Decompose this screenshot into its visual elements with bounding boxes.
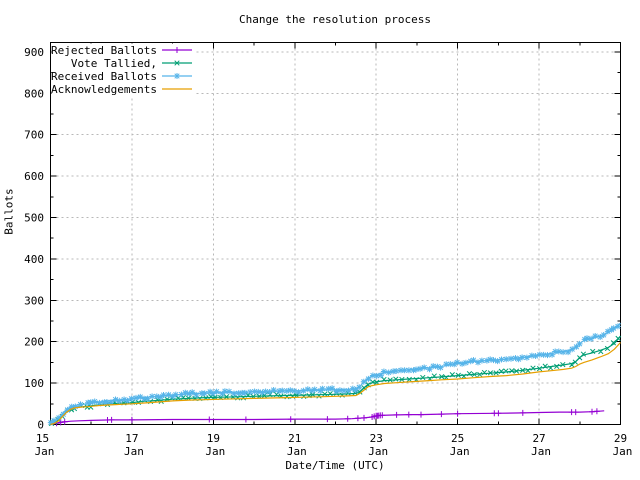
chart-title: Change the resolution process: [238, 13, 432, 26]
svg-text:Jan: Jan: [124, 445, 144, 458]
plot-border: [50, 42, 621, 425]
y-tick-labels: 0 100 200 300 400 500 600 700 800 900: [24, 46, 44, 432]
svg-text:700: 700: [24, 129, 44, 142]
svg-text:900: 900: [24, 46, 44, 59]
legend-item-acknowledgements: Acknowledgements: [51, 83, 192, 96]
svg-text:200: 200: [24, 336, 44, 349]
svg-text:0: 0: [37, 419, 44, 432]
svg-text:19: 19: [207, 432, 220, 445]
svg-text:23: 23: [370, 432, 383, 445]
svg-text:Jan: Jan: [35, 445, 55, 458]
series-rejected-ballots: [50, 408, 605, 427]
series-acknowledgements: [50, 342, 621, 426]
svg-text:17: 17: [125, 432, 138, 445]
legend-item-vote-tallied: Vote Tallied,: [71, 57, 192, 70]
svg-text:Acknowledgements: Acknowledgements: [51, 83, 157, 96]
svg-text:Jan: Jan: [205, 445, 225, 458]
grid-lines: [51, 43, 620, 424]
x-axis-label: Date/Time (UTC): [285, 459, 385, 472]
svg-text:Jan: Jan: [368, 445, 388, 458]
legend-item-rejected-ballots: Rejected Ballots: [51, 44, 192, 57]
svg-text:600: 600: [24, 170, 44, 183]
svg-text:Rejected Ballots: Rejected Ballots: [51, 44, 157, 57]
svg-text:Jan: Jan: [287, 445, 307, 458]
axis-ticks: [50, 42, 621, 425]
legend-item-received-ballots: Received Ballots: [51, 70, 192, 83]
series-received-ballots-markers: [47, 323, 621, 426]
svg-text:25: 25: [451, 432, 464, 445]
y-axis-label: Ballots: [2, 188, 16, 235]
svg-text:100: 100: [24, 377, 44, 390]
svg-text:Jan: Jan: [531, 445, 551, 458]
svg-text:Jan: Jan: [613, 445, 633, 458]
svg-text:Vote Tallied,: Vote Tallied,: [71, 57, 157, 70]
svg-text:27: 27: [532, 432, 545, 445]
series-received-ballots: [47, 322, 621, 426]
svg-text:15: 15: [36, 432, 49, 445]
svg-text:Jan: Jan: [450, 445, 470, 458]
svg-text:300: 300: [24, 294, 44, 307]
svg-text:21: 21: [288, 432, 301, 445]
svg-text:800: 800: [24, 87, 44, 100]
svg-text:29: 29: [614, 432, 627, 445]
svg-text:400: 400: [24, 253, 44, 266]
series-rejected-ballots-markers: [53, 408, 600, 427]
svg-text:500: 500: [24, 212, 44, 225]
svg-text:Received Ballots: Received Ballots: [51, 70, 157, 83]
